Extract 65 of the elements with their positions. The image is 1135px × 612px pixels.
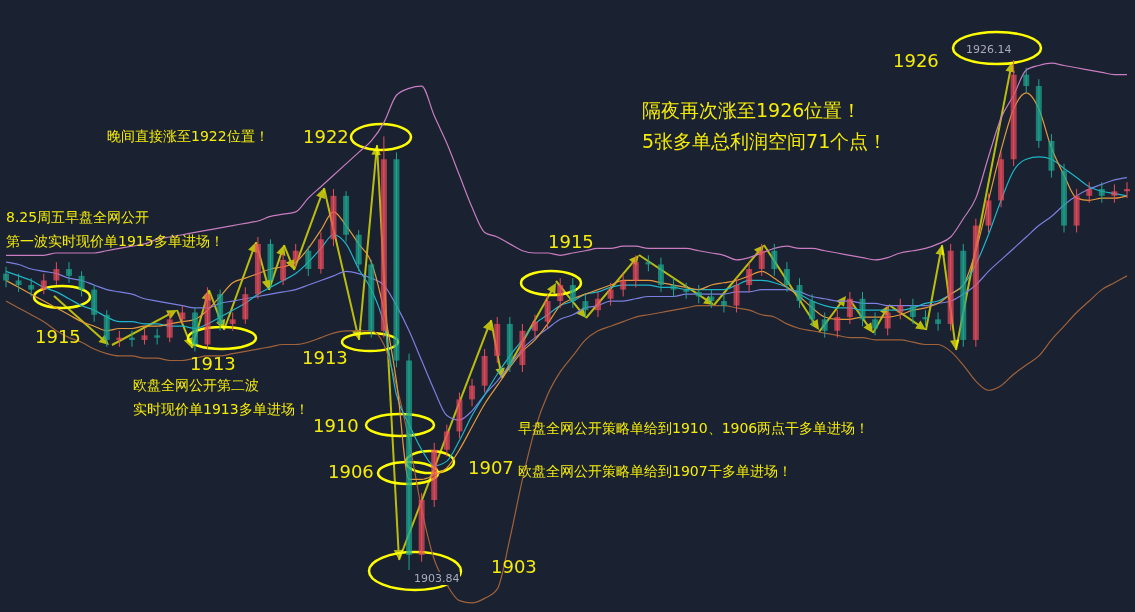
candlestick bbox=[657, 257, 664, 293]
candlestick bbox=[40, 273, 47, 295]
candlestick bbox=[53, 261, 60, 286]
candlestick bbox=[620, 273, 627, 297]
annotation: 1913 bbox=[190, 353, 236, 374]
candlestick bbox=[594, 291, 601, 318]
candlestick bbox=[582, 293, 589, 318]
candlestick bbox=[758, 243, 765, 277]
candlestick bbox=[292, 243, 299, 268]
annotation: 1903 bbox=[491, 556, 537, 577]
annotation: 1906 bbox=[328, 461, 374, 482]
candlestick bbox=[783, 261, 790, 293]
annotation: 早盘全网公开策略单给到1910、1906两点干多单进场！ bbox=[518, 420, 870, 436]
candlestick bbox=[469, 378, 476, 407]
annotation: 1926 bbox=[893, 50, 939, 71]
candlestick bbox=[1111, 183, 1118, 204]
candlestick bbox=[1086, 181, 1093, 204]
candlestick bbox=[935, 311, 942, 332]
candlestick bbox=[834, 309, 841, 339]
annotation: 第一波实时现价单1915多单进场！ bbox=[6, 233, 224, 249]
annotation: 实时现价单1913多单进场！ bbox=[133, 401, 309, 417]
annotation: 1915 bbox=[548, 231, 594, 252]
candlestick bbox=[229, 311, 236, 332]
candlestick bbox=[280, 252, 287, 286]
candlestick bbox=[720, 293, 727, 313]
candlestick bbox=[1098, 181, 1105, 204]
annotation: 8.25周五早盘全网公开 bbox=[6, 209, 150, 225]
annotation: 1915 bbox=[35, 326, 81, 347]
candlestick bbox=[846, 291, 853, 325]
candlestick bbox=[28, 277, 35, 297]
candlestick bbox=[532, 314, 539, 339]
candlestick bbox=[607, 282, 614, 307]
text: 1926.14 bbox=[966, 43, 1012, 56]
candlestick bbox=[859, 291, 866, 327]
candlestick bbox=[569, 277, 576, 309]
annotation: 欧盘全网公开第二波 bbox=[133, 377, 259, 393]
annotation: 1907 bbox=[468, 457, 514, 478]
annotation: 1910 bbox=[313, 415, 359, 436]
text: 1903.84 bbox=[414, 572, 460, 585]
annotation: 5张多单总利润空间71个点！ bbox=[642, 130, 888, 152]
candlestick bbox=[15, 273, 22, 293]
candlestick bbox=[872, 311, 879, 336]
annotation: 晚间直接涨至1922位置！ bbox=[107, 128, 269, 144]
candlestick bbox=[746, 261, 753, 293]
candlestick bbox=[443, 424, 450, 458]
candlestick bbox=[557, 277, 564, 309]
candlestick bbox=[771, 243, 778, 277]
candlestick bbox=[78, 270, 85, 297]
candlestick bbox=[1023, 67, 1030, 94]
candlestick bbox=[65, 261, 72, 284]
candlestick bbox=[166, 311, 173, 343]
candlestick bbox=[670, 277, 677, 297]
candlestick bbox=[733, 277, 740, 313]
annotation: 1922 bbox=[303, 126, 349, 147]
candlestick bbox=[154, 327, 161, 345]
candlestick bbox=[708, 289, 715, 309]
candlestick bbox=[909, 298, 916, 325]
candlestick bbox=[821, 311, 828, 339]
annotation: 1913 bbox=[302, 347, 348, 368]
candlestick bbox=[305, 245, 312, 277]
candlestick bbox=[796, 277, 803, 309]
candlestick bbox=[544, 293, 551, 329]
annotation: 隔夜再次涨至1926位置！ bbox=[642, 99, 862, 121]
annotation: 欧盘全网公开策略单给到1907干多单进场！ bbox=[518, 463, 792, 479]
candlestick bbox=[884, 305, 891, 336]
